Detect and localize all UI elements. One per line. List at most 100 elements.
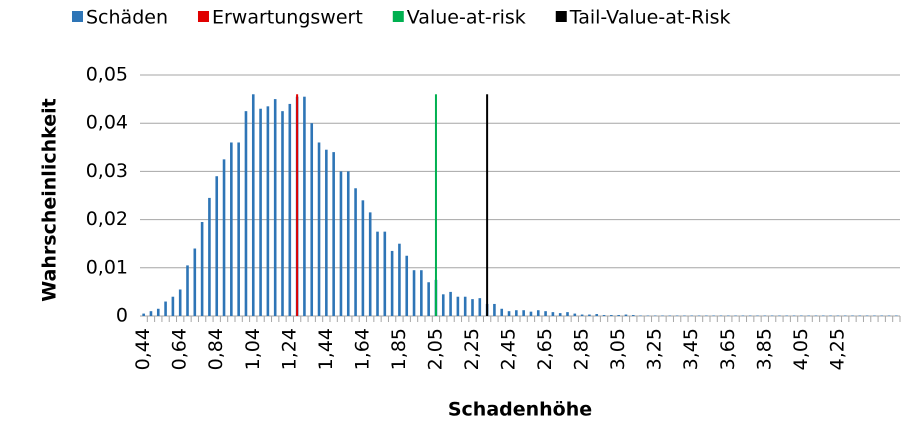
y-tick-label: 0,02 — [86, 208, 128, 230]
bar — [383, 231, 387, 316]
x-tick-label: 0,44 — [132, 328, 154, 370]
legend-label: Value-at-risk — [407, 7, 526, 29]
bar — [551, 312, 555, 316]
bar — [354, 188, 357, 316]
bar — [529, 311, 533, 316]
x-tick-label: 3,65 — [717, 328, 739, 370]
bar — [573, 313, 577, 316]
bar — [588, 314, 591, 316]
bar — [522, 310, 525, 316]
bar — [624, 314, 628, 316]
bar — [230, 142, 233, 316]
x-tick-label: 4,25 — [826, 328, 848, 370]
x-tick-label: 2,25 — [461, 328, 483, 370]
bar — [244, 111, 248, 317]
bar — [441, 294, 445, 316]
bar — [164, 301, 167, 316]
bar — [507, 311, 511, 316]
bar — [332, 152, 335, 316]
x-tick-label: 2,45 — [498, 328, 520, 370]
bar — [361, 200, 365, 316]
y-tick-label: 0,05 — [86, 64, 128, 86]
bar — [296, 94, 299, 316]
bar — [317, 142, 321, 316]
bar — [215, 176, 219, 316]
bar — [595, 314, 599, 316]
bar — [390, 250, 394, 316]
x-axis-title: Schadenhöhe — [448, 399, 592, 421]
bar — [222, 159, 226, 316]
x-tick-label: 4,05 — [790, 328, 812, 370]
bar — [602, 315, 606, 316]
bar — [463, 296, 467, 316]
bar — [178, 289, 182, 316]
bar — [566, 312, 569, 316]
bar — [288, 103, 292, 316]
bar — [251, 94, 255, 316]
bar — [142, 313, 145, 316]
bar — [471, 299, 474, 316]
bar — [376, 231, 379, 316]
bar — [200, 222, 204, 316]
bar — [427, 282, 430, 316]
bar — [478, 298, 482, 316]
bar — [405, 255, 409, 316]
legend-label: Tail-Value-at-Risk — [569, 7, 731, 29]
bar — [536, 310, 540, 316]
bar — [325, 149, 328, 316]
bar — [237, 142, 240, 316]
bar — [558, 313, 562, 316]
bar — [310, 123, 314, 316]
legend-swatch — [555, 11, 567, 22]
bar — [156, 308, 160, 316]
y-tick-label: 0,03 — [86, 160, 128, 182]
bar — [610, 315, 613, 316]
bar — [281, 111, 284, 317]
x-tick-label: 1,44 — [315, 328, 337, 370]
x-tick-label: 1,04 — [242, 328, 264, 370]
bar — [339, 171, 343, 316]
bar — [208, 197, 211, 316]
x-tick-label: 0,64 — [169, 328, 191, 370]
bar — [434, 94, 437, 316]
bar — [193, 248, 197, 316]
x-tick-label: 1,64 — [351, 328, 373, 370]
bar — [500, 308, 504, 316]
bar — [631, 315, 635, 316]
bar — [456, 296, 460, 316]
bar — [303, 96, 306, 316]
x-tick-label: 0,84 — [205, 328, 227, 370]
x-tick-label: 3,45 — [680, 328, 702, 370]
y-tick-label: 0,04 — [86, 112, 128, 134]
bar — [580, 314, 584, 316]
legend-swatch — [392, 11, 404, 22]
x-tick-label: 1,85 — [388, 328, 410, 370]
bar — [544, 311, 547, 316]
bar — [449, 291, 452, 316]
y-tick-label: 0,01 — [86, 256, 128, 278]
bar — [273, 99, 277, 316]
x-tick-label: 1,24 — [278, 328, 300, 370]
legend-swatch — [72, 11, 83, 22]
x-tick-label: 2,65 — [534, 328, 556, 370]
x-tick-label: 3,05 — [607, 328, 629, 370]
bar — [368, 212, 372, 316]
legend-swatch — [197, 11, 209, 22]
x-tick-label: 2,85 — [571, 328, 593, 370]
bar — [486, 94, 489, 316]
x-tick-label: 3,85 — [753, 328, 775, 370]
bar — [617, 315, 620, 316]
bar — [420, 270, 423, 316]
bar — [346, 171, 350, 316]
y-axis-title: Wahrscheinlichkeit — [39, 98, 61, 301]
bar — [149, 311, 153, 316]
bar — [398, 243, 401, 316]
x-tick-label: 3,25 — [644, 328, 666, 370]
bar — [515, 310, 518, 316]
bar — [493, 303, 496, 316]
legend-label: Schäden — [86, 7, 168, 29]
bar — [266, 106, 270, 316]
y-tick-label: 0 — [116, 305, 128, 327]
bar — [259, 108, 262, 317]
